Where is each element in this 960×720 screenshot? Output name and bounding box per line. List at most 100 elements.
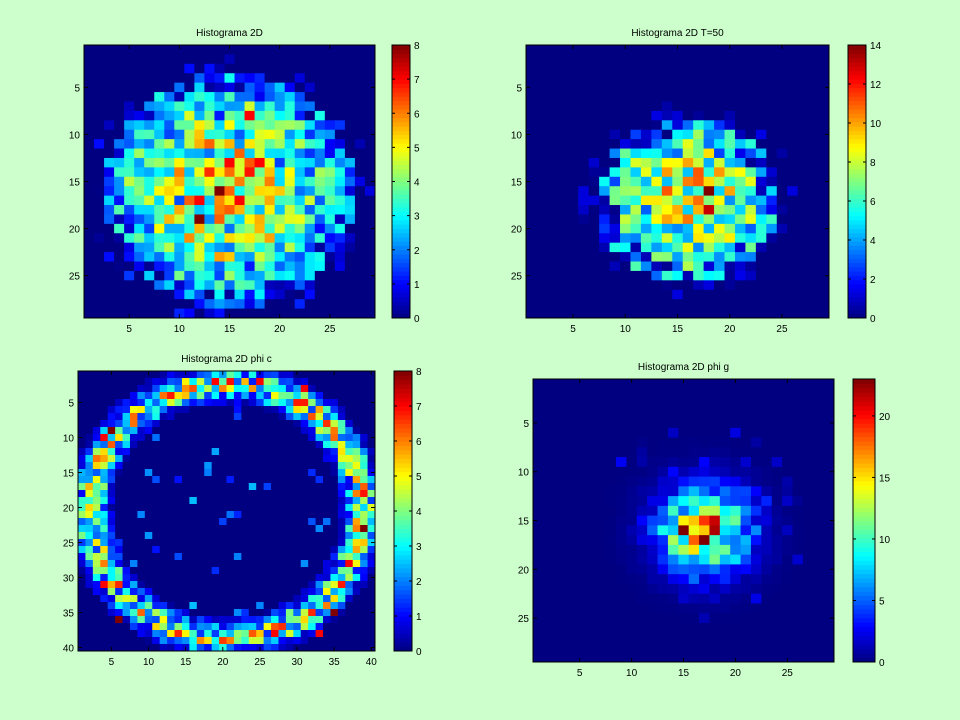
heatmap-cell (278, 630, 287, 638)
heatmap-cell (226, 511, 235, 519)
heatmap-cell (682, 139, 694, 149)
heatmap-cell (107, 511, 116, 519)
heatmap-cell (204, 616, 213, 624)
heatmap-cell (174, 462, 183, 470)
heatmap-cell (285, 511, 294, 519)
heatmap-cell (315, 525, 324, 533)
heatmap-cell (823, 583, 835, 595)
heatmap-cell (263, 609, 272, 617)
heatmap-cell (755, 63, 767, 74)
heatmap-cell (137, 448, 146, 456)
heatmap-cell (226, 581, 235, 589)
heatmap-cell (782, 388, 793, 399)
heatmap-cell (766, 139, 778, 149)
heatmap-cell (196, 616, 205, 624)
heatmap-cell (233, 595, 242, 603)
heatmap-cell (92, 581, 101, 589)
heatmap-cell (730, 505, 741, 517)
heatmap-cell (152, 623, 161, 631)
heatmap-cell (802, 535, 814, 546)
heatmap-cell (167, 371, 175, 379)
heatmap-cell (792, 632, 804, 643)
heatmap-cell (214, 148, 225, 159)
heatmap-cell (709, 505, 721, 517)
heatmap-cell (667, 652, 679, 663)
heatmap-cell (719, 496, 731, 507)
heatmap-cell (672, 299, 684, 309)
heatmap-cell (334, 54, 346, 65)
heatmap-cell (194, 261, 205, 272)
heatmap-cell (543, 496, 555, 507)
heatmap-cell (771, 622, 783, 634)
heatmap-cell (219, 497, 227, 505)
heatmap-cell (278, 616, 287, 624)
heatmap-cell (134, 242, 145, 253)
heatmap-cell (124, 148, 135, 159)
heatmap-cell (724, 176, 736, 187)
heatmap-cell (189, 588, 198, 596)
heatmap-cell (584, 388, 596, 399)
colorbar-tick-label: 0 (414, 314, 420, 325)
heatmap-cell (263, 406, 272, 414)
heatmap-cell (364, 73, 376, 84)
heatmap-cell (274, 63, 286, 74)
heatmap-cell (194, 270, 205, 281)
heatmap-cell (304, 214, 316, 225)
heatmap-cell (802, 515, 814, 526)
heatmap-cell (626, 388, 638, 399)
heatmap-cell (196, 462, 205, 470)
heatmap-cell (214, 252, 225, 262)
heatmap-cell (264, 139, 276, 149)
heatmap-cell (745, 299, 757, 309)
heatmap-cell (605, 427, 617, 438)
heatmap-cell (134, 129, 145, 140)
heatmap-cell (672, 186, 684, 197)
heatmap-cell (263, 385, 272, 393)
heatmap-cell (813, 525, 825, 536)
heatmap-cell (792, 486, 804, 497)
colorbar-band (848, 181, 866, 187)
heatmap-cell (533, 408, 544, 419)
heatmap-cell (224, 195, 235, 206)
heatmap-cell (609, 63, 621, 74)
heatmap-cell (211, 588, 220, 596)
heatmap-cell (755, 110, 767, 121)
heatmap-cell (734, 233, 746, 244)
heatmap-cell (144, 385, 153, 393)
colorbar-band (392, 79, 410, 84)
heatmap-cell (609, 270, 621, 281)
heatmap-cell (740, 632, 752, 643)
heatmap-cell (181, 427, 190, 435)
heatmap-cell (134, 195, 145, 206)
colorbar-band (392, 70, 410, 76)
heatmap-cell (144, 490, 153, 498)
heatmap-cell (599, 45, 610, 55)
heatmap-cell (294, 299, 306, 309)
colorbar-band (853, 423, 875, 429)
heatmap-cell (360, 609, 368, 617)
heatmap-cell (745, 176, 757, 187)
heatmap-cell (104, 92, 115, 102)
heatmap-cell (719, 427, 731, 438)
heatmap-cell (345, 490, 354, 498)
heatmap-cell (144, 299, 155, 309)
heatmap-cell (244, 148, 255, 159)
heatmap-cell (308, 385, 316, 393)
heatmap-cell (657, 408, 669, 419)
heatmap-cell (574, 554, 586, 565)
heatmap-cell (334, 129, 346, 140)
heatmap-cell (693, 63, 705, 74)
heatmap-cell (85, 574, 94, 582)
heatmap-cell (657, 632, 669, 643)
heatmap-cell (214, 261, 225, 272)
colorbar-band (848, 79, 866, 84)
heatmap-cell (167, 476, 175, 484)
heatmap-cell (219, 602, 227, 610)
heatmap-cell (214, 101, 225, 112)
colorbar-band (848, 241, 866, 246)
heatmap-cell (714, 63, 725, 74)
heatmap-cell (766, 82, 778, 93)
heatmap-cell (640, 308, 652, 319)
heatmap-cell (330, 462, 339, 470)
heatmap-cell (761, 427, 773, 438)
